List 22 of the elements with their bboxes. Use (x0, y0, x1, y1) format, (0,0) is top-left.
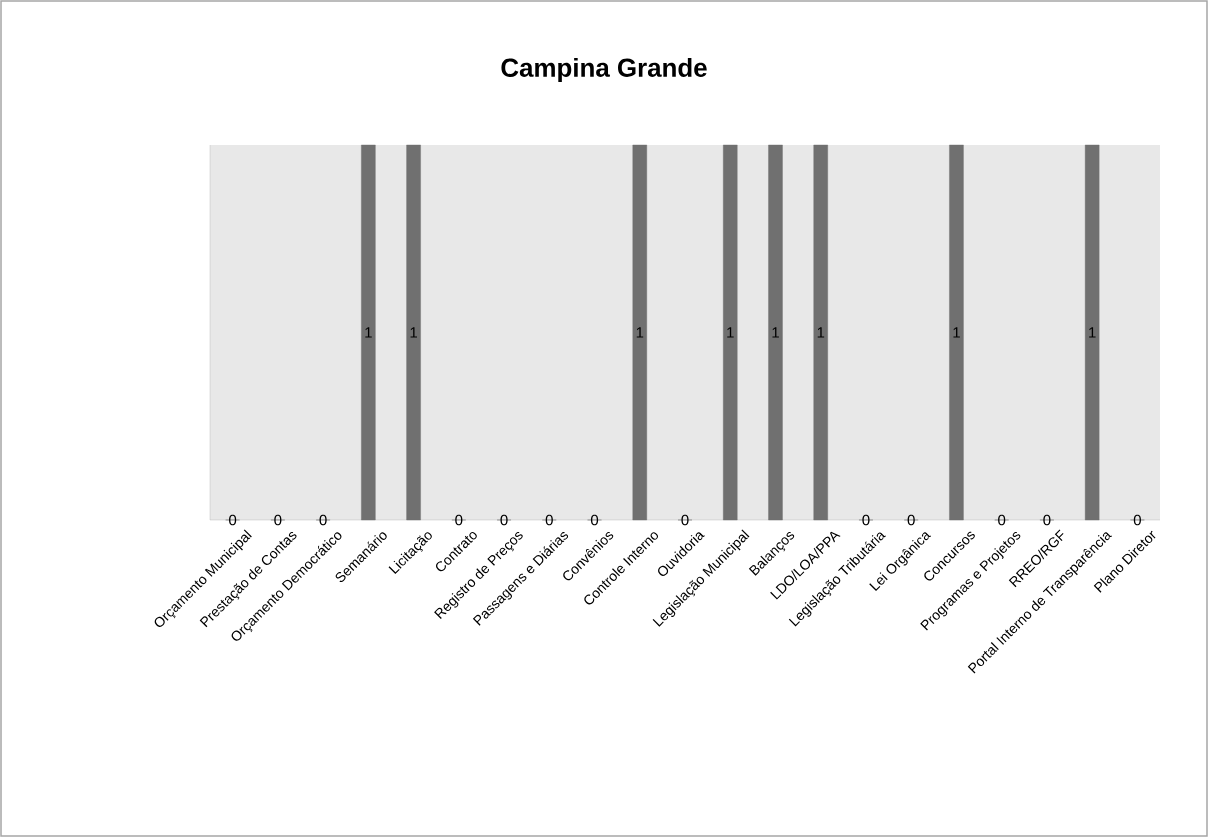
data-label: 0 (545, 514, 553, 526)
data-label: 0 (907, 514, 915, 526)
data-label: 1 (410, 327, 417, 338)
data-label: 0 (455, 514, 463, 526)
chart-title: Campina Grande (501, 57, 707, 83)
data-label: 0 (274, 514, 282, 526)
data-label: 1 (817, 327, 825, 338)
data-label: 1 (636, 327, 644, 338)
data-label: 1 (365, 327, 372, 338)
data-label: 1 (953, 327, 960, 338)
data-label: 1 (772, 327, 779, 338)
data-label: 0 (590, 514, 599, 526)
data-label: 0 (1133, 514, 1141, 526)
data-label: 0 (681, 514, 689, 526)
data-label: 0 (862, 514, 870, 526)
data-label: 0 (1043, 514, 1051, 526)
data-label: 0 (500, 514, 508, 526)
data-label: 0 (229, 514, 237, 526)
data-label: 0 (998, 514, 1006, 526)
data-label: 1 (1089, 327, 1096, 338)
data-label: 0 (319, 514, 327, 526)
data-label: 1 (727, 327, 734, 338)
